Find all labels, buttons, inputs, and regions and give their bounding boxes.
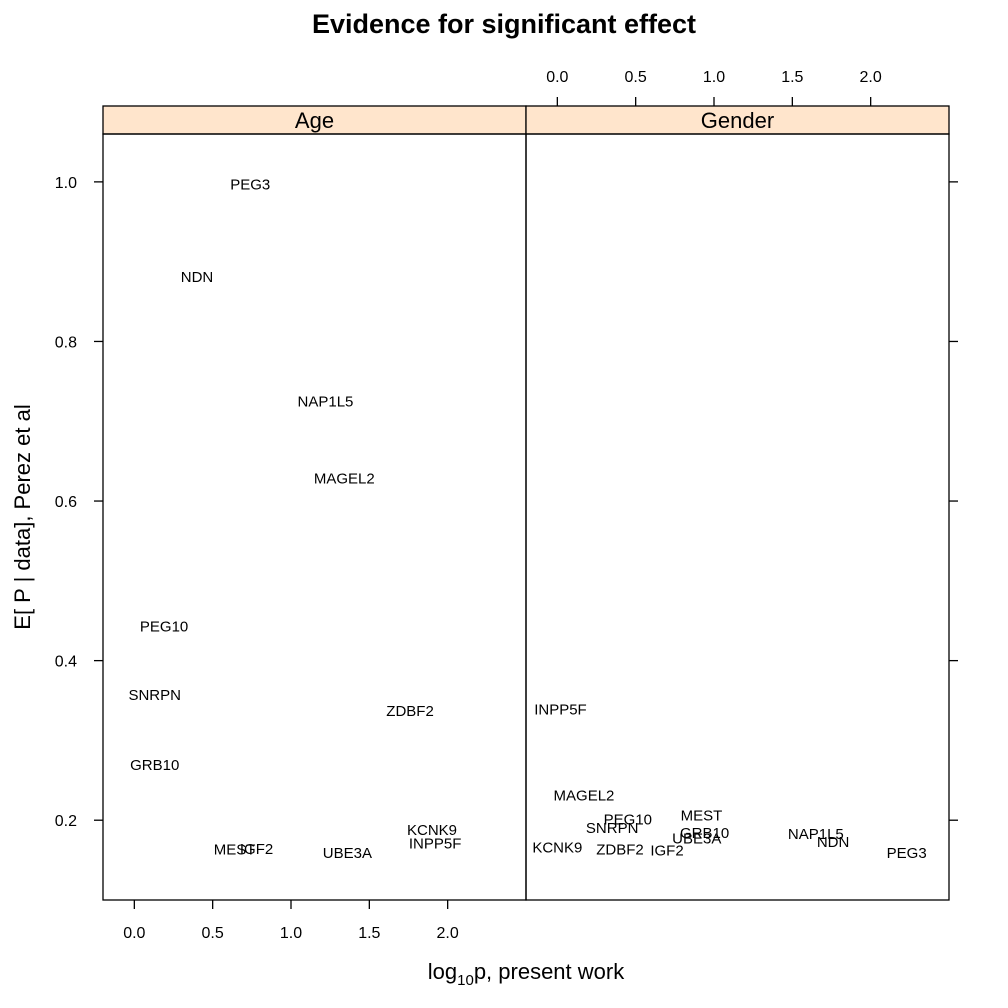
panel-strip-gender: [525, 105, 950, 135]
point-label-gender: NAP1L5: [788, 826, 844, 843]
x-tick-label-age: 0.5: [202, 925, 224, 942]
panel-strip-label-age: Age: [295, 108, 334, 133]
x-axis-label: log10p, present work: [428, 959, 625, 989]
point-label-gender: PEG10: [604, 811, 652, 828]
point-label-gender: SNRPN: [586, 820, 639, 837]
x-tick-label-gender: 2.0: [860, 69, 882, 86]
x-axis-label-prefix: log: [428, 959, 457, 984]
point-label-age: IGF2: [240, 841, 273, 858]
point-label-age: NAP1L5: [298, 393, 354, 410]
point-label-gender: INPP5F: [534, 701, 587, 718]
point-label-age: MAGEL2: [314, 471, 375, 488]
y-axis-label: E[ P | data], Perez et al: [10, 404, 35, 629]
point-label-gender: MEST: [681, 807, 723, 824]
x-tick-label-age: 0.0: [123, 925, 145, 942]
point-label-gender: UBE3A: [672, 831, 721, 848]
x-tick-label-gender: 1.0: [703, 69, 725, 86]
panel-frame-gender: [525, 133, 950, 901]
y-tick-label: 0.8: [55, 334, 77, 351]
point-label-gender: PEG3: [887, 845, 927, 862]
point-label-gender: NDN: [817, 834, 850, 851]
x-tick-label-age: 2.0: [437, 925, 459, 942]
y-tick-label: 0.2: [55, 813, 77, 830]
point-label-age: ZDBF2: [386, 703, 434, 720]
panel-strip-age: [102, 105, 527, 135]
point-label-age: INPP5F: [409, 835, 462, 852]
point-label-age: PEG10: [140, 618, 188, 635]
panel-strip-label-gender: Gender: [701, 108, 774, 133]
x-tick-label-gender: 0.5: [625, 69, 647, 86]
point-label-age: MEST: [214, 842, 256, 859]
panel-frame-age: [102, 133, 527, 901]
point-label-age: KCNK9: [407, 822, 457, 839]
y-tick-label: 0.6: [55, 494, 77, 511]
point-label-gender: MAGEL2: [554, 787, 615, 804]
point-label-age: UBE3A: [323, 845, 372, 862]
y-tick-label: 0.4: [55, 654, 77, 671]
point-label-gender: ZDBF2: [596, 842, 644, 859]
x-axis-label-subscript: 10: [457, 972, 474, 989]
point-label-gender: GRB10: [680, 825, 729, 842]
x-tick-label-gender: 0.0: [546, 69, 568, 86]
point-label-gender: KCNK9: [532, 839, 582, 856]
point-label-age: NDN: [181, 269, 214, 286]
point-label-age: GRB10: [130, 757, 179, 774]
x-tick-label-age: 1.0: [280, 925, 302, 942]
x-tick-label-age: 1.5: [358, 925, 380, 942]
chart-title: Evidence for significant effect: [312, 9, 696, 39]
x-axis-label-suffix: p, present work: [474, 959, 625, 984]
point-label-gender: IGF2: [650, 843, 683, 860]
x-tick-label-gender: 1.5: [781, 69, 803, 86]
point-label-age: SNRPN: [128, 687, 181, 704]
y-tick-label: 1.0: [55, 175, 77, 192]
point-label-age: PEG3: [230, 176, 270, 193]
